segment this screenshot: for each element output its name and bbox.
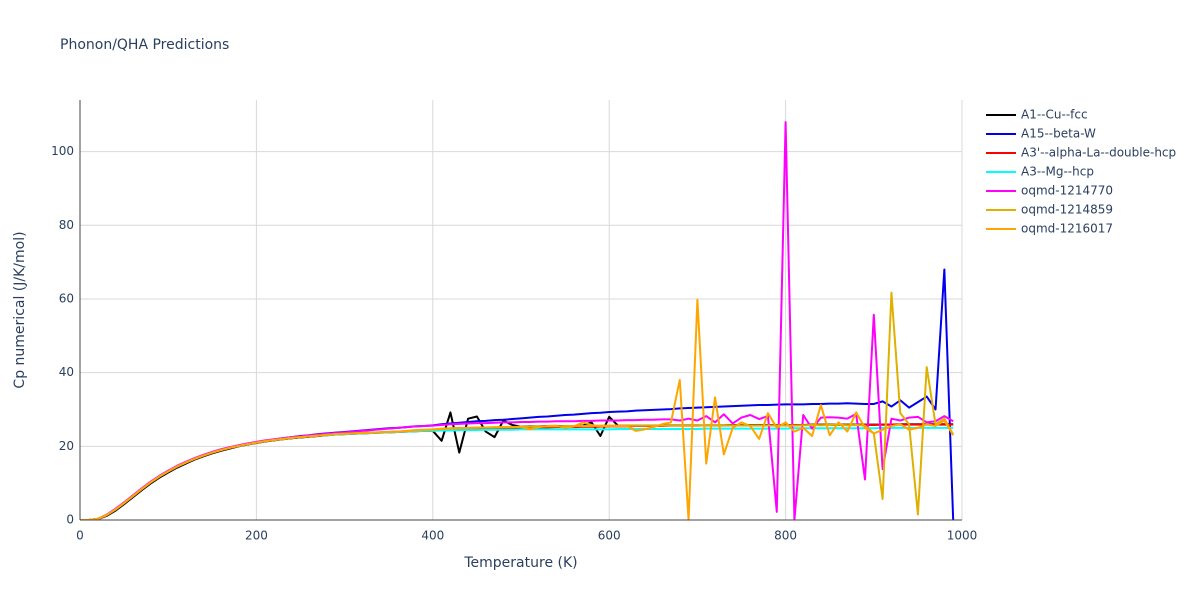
chart-title: Phonon/QHA Predictions (60, 37, 229, 53)
legend-label: A15--beta-W (1021, 127, 1096, 141)
legend-label: oqmd-1216017 (1021, 222, 1113, 236)
y-tick-label: 0 (66, 513, 74, 527)
ticks: 0 200 400 600 800 1000 0 20 40 60 80 100 (51, 144, 977, 542)
x-axis-title: Temperature (K) (463, 555, 577, 571)
legend-label: A1--Cu--fcc (1021, 108, 1088, 122)
y-tick-label: 40 (59, 365, 74, 379)
x-tick-label: 0 (76, 529, 84, 543)
y-tick-label: 100 (51, 144, 74, 158)
x-tick-label: 800 (774, 529, 797, 543)
y-tick-label: 60 (59, 291, 74, 305)
x-tick-label: 1000 (947, 529, 978, 543)
series-line (80, 298, 955, 520)
plot-area (80, 121, 955, 520)
legend: A1--Cu--fcc A15--beta-W A3'--alpha-La--dou… (986, 108, 1176, 236)
x-tick-label: 600 (598, 529, 621, 543)
legend-label: A3--Mg--hcp (1021, 165, 1094, 179)
x-tick-label: 200 (245, 529, 268, 543)
y-axis-title: Cp numerical (J/K/mol) (12, 231, 28, 388)
legend-label: oqmd-1214859 (1021, 203, 1113, 217)
y-tick-label: 20 (59, 439, 74, 453)
legend-label: oqmd-1214770 (1021, 184, 1113, 198)
y-tick-label: 80 (59, 218, 74, 232)
x-tick-label: 400 (421, 529, 444, 543)
legend-label: A3'--alpha-La--double-hcp (1021, 146, 1176, 160)
